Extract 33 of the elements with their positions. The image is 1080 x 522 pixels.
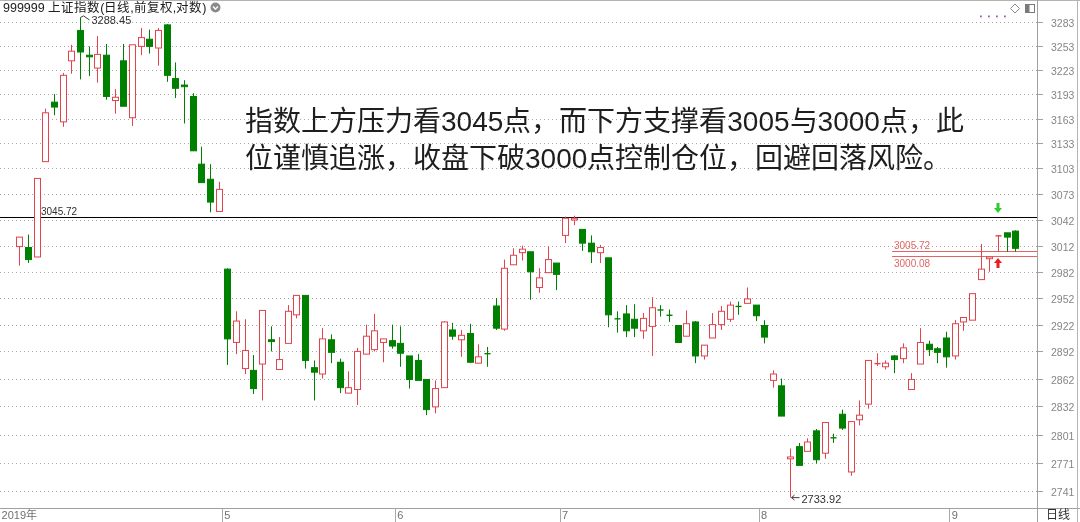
y-tick-label: 3133 [1051, 137, 1075, 150]
y-tick-label: 3073 [1051, 188, 1075, 201]
chart-title: 999999 上证指数(日线,前复权,对数) [3, 0, 207, 15]
ref-line-label: 3000.08 [894, 258, 931, 269]
y-tick-label: 2801 [1051, 429, 1075, 442]
x-tick-label: 7 [561, 509, 569, 521]
y-tick-label: 2741 [1051, 485, 1075, 498]
ref-line-label: 3005.72 [894, 239, 931, 251]
annotation: 2733.92 [801, 492, 842, 505]
y-tick-label: 2982 [1051, 266, 1075, 279]
y-tick-label: 3283 [1051, 16, 1075, 29]
x-axis-title: 日线 [1045, 508, 1070, 522]
y-tick-label: 2862 [1051, 373, 1075, 386]
x-tick-label: 9 [951, 509, 958, 521]
y-tick-label: 3223 [1051, 64, 1075, 77]
y-tick-label: 2832 [1051, 400, 1075, 413]
y-tick-label: 3012 [1051, 240, 1075, 253]
y-tick-label: 3193 [1051, 88, 1075, 101]
y-tick-label: 2922 [1051, 319, 1075, 332]
annotation: 3288.45 [91, 14, 132, 27]
y-tick-label: 3042 [1051, 214, 1075, 227]
x-tick-label: 6 [397, 509, 404, 521]
y-tick-label: 3163 [1051, 113, 1075, 126]
y-tick-label: 2952 [1051, 292, 1075, 305]
y-tick-label: 3103 [1051, 162, 1075, 175]
ref-line-label: 3045.72 [41, 205, 78, 217]
y-tick-label: 3253 [1051, 40, 1075, 53]
y-tick-label: 2892 [1051, 345, 1075, 358]
annotation: 指数上方压力看3045点，而下方支撑看3005与3000点，此位谨慎追涨，收盘下破3000点控制仓位，回避回落风险。 [245, 106, 964, 174]
x-tick-label: 8 [761, 509, 768, 521]
x-tick-label: 5 [224, 509, 231, 521]
x-tick-label: 2019年 [1, 508, 38, 521]
y-tick-label: 2771 [1051, 457, 1075, 470]
